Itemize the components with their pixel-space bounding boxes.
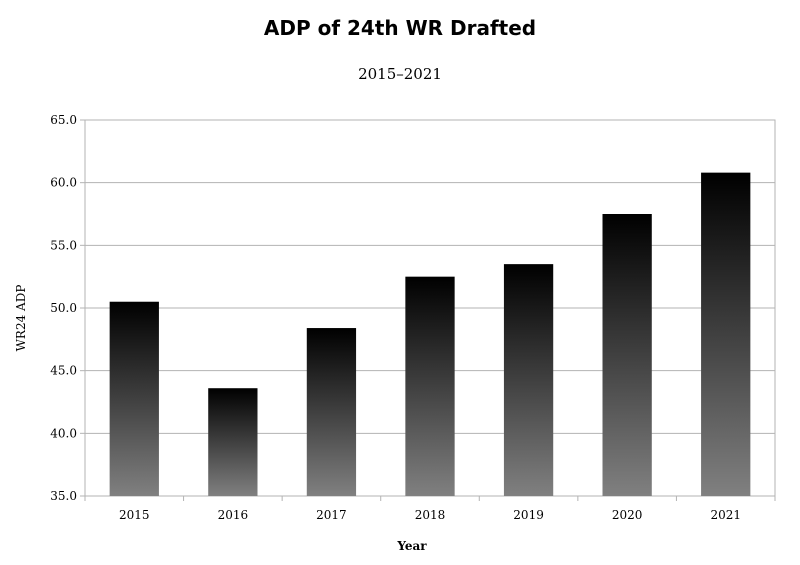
bar-2020 (602, 214, 652, 496)
bar-2016 (208, 388, 258, 496)
x-tick-label: 2018 (415, 508, 446, 522)
x-tick-label: 2021 (710, 508, 741, 522)
bar-2015 (109, 301, 159, 496)
y-tick-label: 50.0 (50, 301, 77, 315)
y-axis-ticks: 35.0 40.0 45.0 50.0 55.0 60.0 65.0 (50, 113, 85, 503)
y-tick-label: 40.0 (50, 426, 77, 440)
bar-2017 (306, 328, 357, 496)
x-tick-label: 2015 (119, 508, 150, 522)
y-tick-label: 35.0 (50, 489, 77, 503)
bar-2021 (701, 172, 751, 496)
y-tick-label: 45.0 (50, 364, 77, 378)
y-axis-title: WR24 ADP (14, 285, 28, 352)
x-axis-ticks: 2015 2016 2017 2018 2019 2020 2021 (84, 496, 776, 522)
y-tick-label: 60.0 (50, 176, 77, 190)
x-tick-label: 2020 (612, 508, 643, 522)
y-tick-label: 65.0 (50, 113, 77, 127)
chart-title: ADP of 24th WR Drafted (264, 16, 536, 40)
bars (109, 172, 751, 496)
chart-subtitle: 2015–2021 (358, 65, 442, 83)
bar-2019 (503, 264, 554, 496)
x-tick-label: 2019 (513, 508, 544, 522)
y-tick-label: 55.0 (50, 238, 77, 252)
x-axis-title: Year (396, 539, 427, 553)
x-tick-label: 2016 (218, 508, 249, 522)
bar-2018 (405, 276, 455, 496)
x-tick-label: 2017 (316, 508, 347, 522)
